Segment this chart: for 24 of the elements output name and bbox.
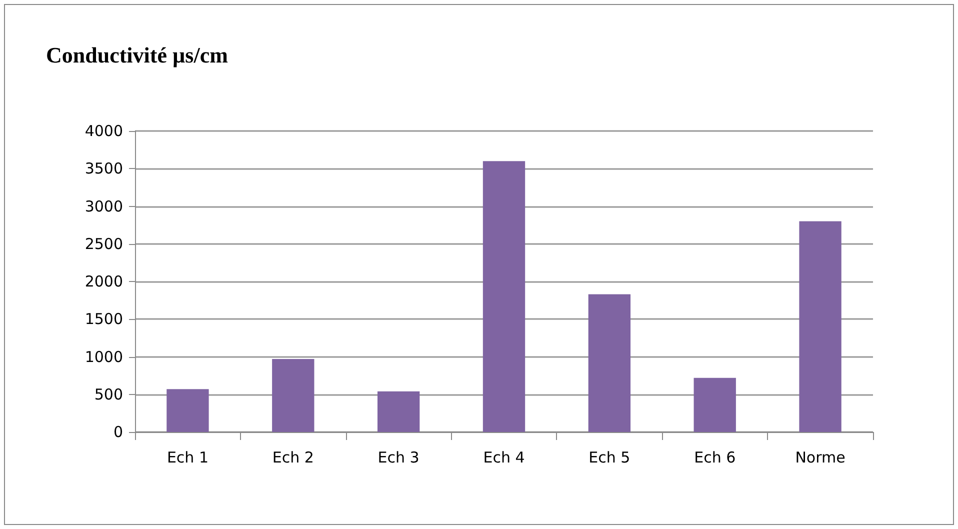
x-tick-label: Ech 6 (694, 448, 736, 466)
y-tick-label: 500 (94, 385, 123, 404)
x-tick-label: Ech 5 (588, 448, 630, 466)
y-tick-label: 2000 (84, 272, 123, 290)
bar (166, 389, 209, 432)
bar (377, 391, 420, 432)
x-tick-label: Norme (795, 448, 846, 466)
x-tick-label: Ech 3 (378, 448, 420, 466)
x-tick-label: Ech 2 (272, 448, 314, 466)
y-tick-label: 1500 (84, 310, 123, 328)
x-tick-label: Ech 4 (483, 448, 525, 466)
y-tick-label: 3000 (84, 197, 123, 216)
bar (482, 161, 526, 432)
y-tick-label: 3500 (84, 160, 123, 178)
chart-title: Conductivité µs/cm (46, 42, 228, 68)
bar (588, 294, 631, 432)
y-tick-label: 1000 (84, 348, 123, 366)
bar (799, 221, 842, 432)
x-tick-label: Ech 1 (166, 448, 208, 466)
y-tick-label: 4000 (84, 122, 123, 140)
bar (272, 359, 314, 432)
bar (694, 378, 736, 432)
y-tick-label: 0 (113, 423, 123, 441)
y-tick-label: 2500 (84, 234, 123, 253)
